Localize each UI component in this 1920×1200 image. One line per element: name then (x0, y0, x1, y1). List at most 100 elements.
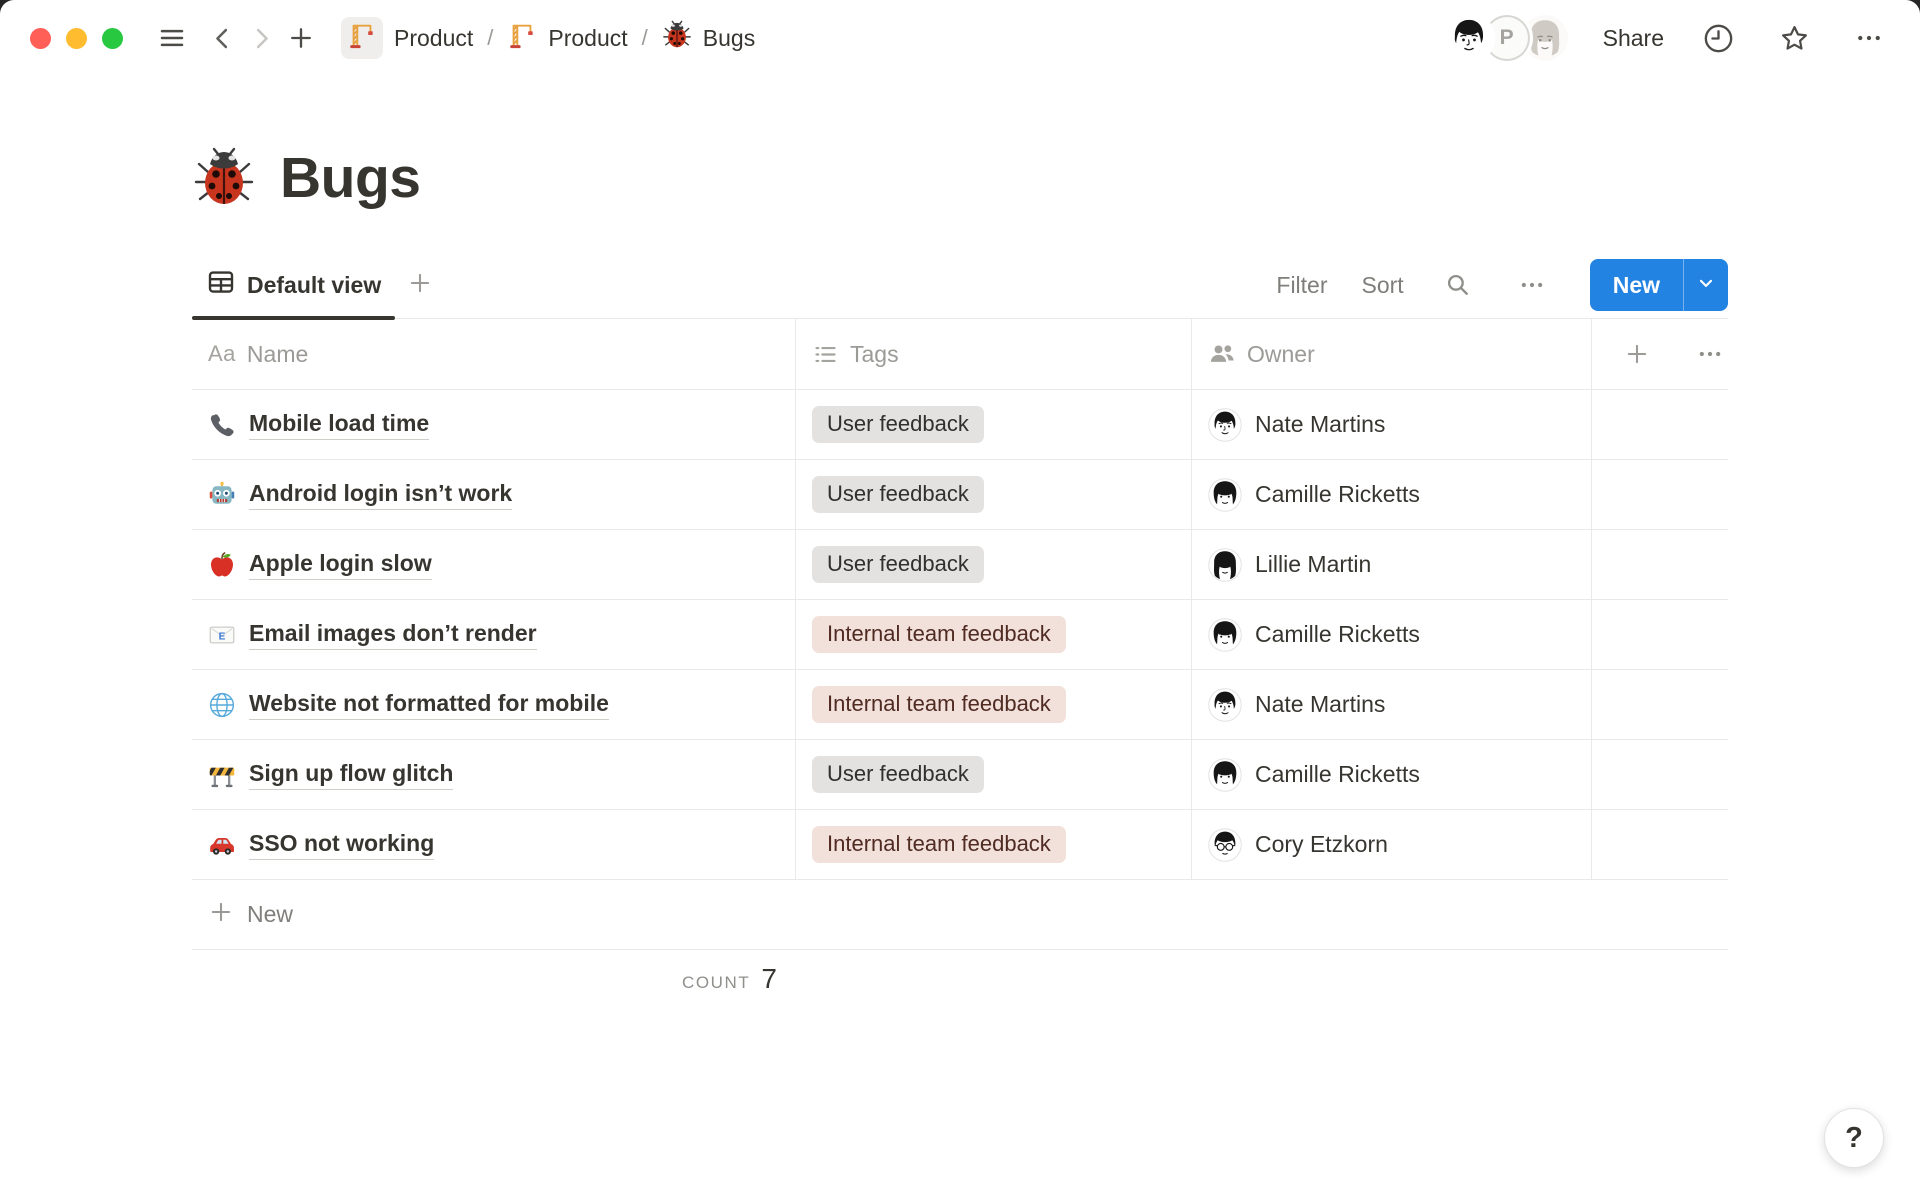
owner-cell[interactable]: Camille Ricketts (1191, 600, 1591, 669)
avatar[interactable] (1442, 12, 1495, 64)
owner-cell[interactable]: Nate Martins (1191, 670, 1591, 739)
tags-cell[interactable]: Internal team feedback (795, 810, 1191, 879)
plus-icon (1624, 341, 1650, 367)
sidebar-menu-button[interactable] (157, 23, 187, 53)
table-more-button[interactable] (1696, 340, 1724, 368)
tags-cell[interactable]: User feedback (795, 460, 1191, 529)
page-emoji-ladybug[interactable] (192, 146, 256, 210)
owner-cell[interactable]: Camille Ricketts (1191, 460, 1591, 529)
new-page-button[interactable] (287, 24, 315, 52)
page-link[interactable]: Android login isn’t work (249, 479, 513, 511)
car-icon (208, 831, 236, 859)
page-title[interactable]: Bugs (280, 145, 421, 210)
tags-cell[interactable]: User feedback (795, 530, 1191, 599)
owner-name: Camille Ricketts (1255, 761, 1420, 787)
breadcrumb: Product / Product / Bugs (335, 13, 761, 63)
new-row-button[interactable]: New (192, 880, 1728, 950)
zoom-window-button[interactable] (102, 27, 123, 49)
table-footer: COUNT 7 (192, 950, 1728, 1008)
plus-icon (208, 899, 234, 931)
topbar-actions: P Share (1442, 12, 1890, 64)
name-cell[interactable]: Apple login slow (192, 530, 795, 599)
owner-cell[interactable]: Camille Ricketts (1191, 740, 1591, 809)
column-header-tags[interactable]: Tags (795, 319, 1191, 389)
clock-icon (1702, 22, 1735, 55)
robot-icon (208, 481, 236, 509)
owner-avatar (1208, 827, 1242, 862)
more-icon (1696, 340, 1724, 368)
star-icon (1779, 23, 1810, 54)
owner-avatar (1208, 757, 1242, 792)
breadcrumb-item-product[interactable]: Product (335, 13, 479, 63)
new-record-dropdown[interactable] (1683, 259, 1728, 311)
apple-icon (208, 551, 236, 579)
column-header-name[interactable]: Aa Name (192, 319, 795, 389)
header-actions (1591, 319, 1728, 389)
name-cell[interactable]: SSO not working (192, 810, 795, 879)
page-link[interactable]: Sign up flow glitch (249, 759, 454, 791)
owner-name: Camille Ricketts (1255, 481, 1420, 507)
owner-cell[interactable]: Cory Etzkorn (1191, 810, 1591, 879)
name-cell[interactable]: Android login isn’t work (192, 460, 795, 529)
man-avatar-illustration (1445, 15, 1492, 61)
owner-name: Nate Martins (1255, 691, 1386, 717)
owner-name: Nate Martins (1255, 411, 1386, 437)
share-button[interactable]: Share (1602, 24, 1664, 51)
topbar: Product / Product / Bugs P Share (0, 0, 1920, 76)
view-tab-label: Default view (247, 271, 382, 298)
sort-button[interactable]: Sort (1361, 271, 1404, 298)
new-record-button[interactable]: New (1589, 259, 1728, 311)
new-record-label[interactable]: New (1612, 271, 1660, 298)
tags-cell[interactable]: Internal team feedback (795, 670, 1191, 739)
forward-button[interactable] (248, 25, 275, 52)
help-button[interactable]: ? (1824, 1108, 1884, 1168)
search-button[interactable] (1444, 271, 1472, 299)
count-value: 7 (761, 963, 777, 994)
name-cell[interactable]: Sign up flow glitch (192, 740, 795, 809)
chevron-down-icon (1696, 273, 1716, 298)
filter-button[interactable]: Filter (1276, 271, 1328, 298)
count-label: COUNT (681, 973, 751, 992)
add-column-button[interactable] (1624, 341, 1650, 367)
email-icon: E (208, 621, 236, 649)
globe-icon (208, 691, 236, 719)
close-window-button[interactable] (30, 27, 51, 49)
tag-pill: User feedback (812, 476, 984, 513)
page-link[interactable]: Email images don’t render (249, 619, 537, 651)
page-link[interactable]: Apple login slow (249, 549, 432, 581)
page-link[interactable]: Website not formatted for mobile (249, 689, 609, 721)
minimize-window-button[interactable] (66, 27, 87, 49)
svg-text:E: E (219, 631, 226, 642)
tags-cell[interactable]: Internal team feedback (795, 600, 1191, 669)
empty-cell (1591, 810, 1728, 879)
page-link[interactable]: Mobile load time (249, 409, 430, 441)
tags-cell[interactable]: User feedback (795, 390, 1191, 459)
page-link[interactable]: SSO not working (249, 829, 435, 861)
breadcrumb-separator: / (487, 25, 494, 50)
name-cell[interactable]: Mobile load time (192, 390, 795, 459)
breadcrumb-separator: / (641, 25, 648, 50)
back-button[interactable] (209, 25, 236, 52)
name-cell[interactable]: E Email images don’t render (192, 600, 795, 669)
column-header-owner[interactable]: Owner (1191, 319, 1591, 389)
name-cell[interactable]: Website not formatted for mobile (192, 670, 795, 739)
empty-cell (1591, 460, 1728, 529)
tags-cell[interactable]: User feedback (795, 740, 1191, 809)
view-more-button[interactable] (1518, 271, 1546, 299)
updates-button[interactable] (1702, 22, 1735, 55)
empty-cell (1591, 670, 1728, 739)
owner-name: Camille Ricketts (1255, 621, 1420, 647)
owner-cell[interactable]: Nate Martins (1191, 390, 1591, 459)
breadcrumb-item-product-2[interactable]: Product (501, 16, 633, 60)
tag-pill: Internal team feedback (812, 686, 1066, 723)
page-more-button[interactable] (1854, 23, 1884, 53)
breadcrumb-item-bugs[interactable]: Bugs (656, 16, 761, 60)
add-view-button[interactable] (407, 270, 433, 301)
owner-cell[interactable]: Lillie Martin (1191, 530, 1591, 599)
favorite-button[interactable] (1779, 23, 1810, 54)
plus-icon (287, 24, 315, 52)
owner-name: Lillie Martin (1255, 551, 1372, 577)
count-aggregate[interactable]: COUNT 7 (192, 963, 795, 995)
tab-default-view[interactable]: Default view (192, 252, 396, 320)
table-view-icon (206, 267, 236, 303)
